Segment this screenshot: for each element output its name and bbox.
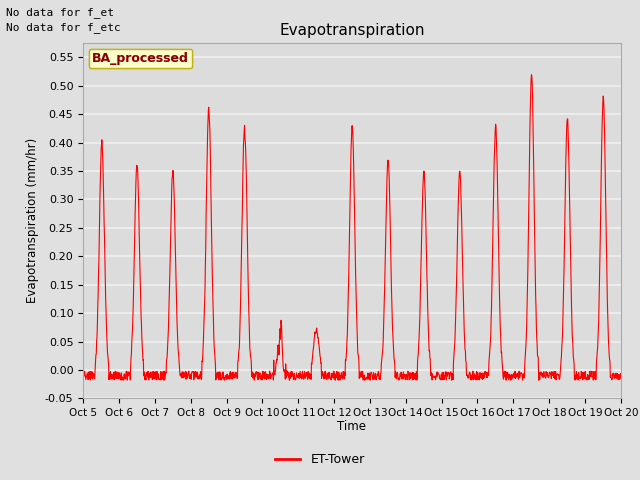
- Text: No data for f_etc: No data for f_etc: [6, 22, 121, 33]
- Legend: ET-Tower: ET-Tower: [270, 448, 370, 471]
- Legend: : [89, 49, 192, 69]
- Text: No data for f_et: No data for f_et: [6, 7, 115, 18]
- Y-axis label: Evapotranspiration (mm/hr): Evapotranspiration (mm/hr): [26, 138, 39, 303]
- X-axis label: Time: Time: [337, 420, 367, 432]
- Title: Evapotranspiration: Evapotranspiration: [279, 23, 425, 38]
